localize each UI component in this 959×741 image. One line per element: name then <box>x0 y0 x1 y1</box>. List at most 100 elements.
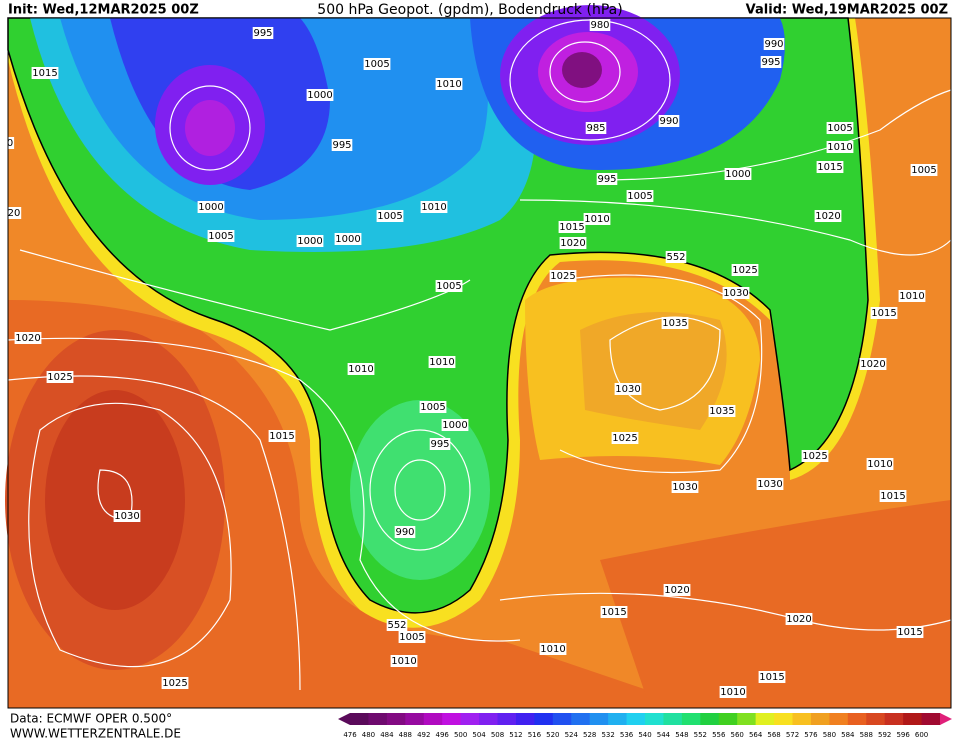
isobar-label: 995 <box>761 57 780 68</box>
isobar-label: 1020 <box>15 333 40 344</box>
isobar <box>7 375 301 691</box>
isobar-label: 1000 <box>725 169 750 180</box>
label-box <box>558 221 586 233</box>
colorbar-label: 556 <box>712 731 726 739</box>
colorbar-label: 484 <box>380 731 394 739</box>
isobar-label: 1010 <box>827 142 852 153</box>
isobar-label: 995 <box>332 140 351 151</box>
isobar-label: 1015 <box>32 68 57 79</box>
isobar-label: 1000 <box>307 90 332 101</box>
isobar-label: 985 <box>586 123 605 134</box>
isobar-label: 1015 <box>817 162 842 173</box>
isobar-label: 1010 <box>584 214 609 225</box>
label-box <box>763 38 785 50</box>
isobar-label: 1030 <box>615 384 640 395</box>
data-source: Data: ECMWF OPER 0.500° <box>10 712 172 726</box>
label-box <box>268 430 296 442</box>
isobar-label: 1020 <box>815 211 840 222</box>
colorbar-label: 540 <box>638 731 651 739</box>
label-box <box>910 164 938 176</box>
isobar <box>19 249 471 331</box>
isobar-label: 1005 <box>827 123 852 134</box>
colorbar-label: 488 <box>399 731 412 739</box>
label-box <box>539 643 567 655</box>
isobar-label: 1010 <box>436 79 461 90</box>
colorbar-label: 592 <box>878 731 891 739</box>
label-box <box>428 356 456 368</box>
colorbar-box <box>608 713 628 725</box>
isobar-label: 1025 <box>47 372 72 383</box>
field-low <box>350 400 490 580</box>
label-box <box>859 358 887 370</box>
field-high-core <box>45 390 185 610</box>
colorbar-label: 572 <box>786 731 799 739</box>
label-box <box>197 201 225 213</box>
website: WWW.WETTERZENTRALE.DE <box>10 727 181 741</box>
label-box <box>661 317 689 329</box>
colorbar-box <box>884 713 904 725</box>
isobar-label: 1005 <box>377 211 402 222</box>
isobar-label: 1010 <box>421 202 446 213</box>
isobar-label: 1005 <box>420 402 445 413</box>
isobar-label: 1030 <box>672 482 697 493</box>
isobar <box>7 337 521 642</box>
colorbar-box <box>405 713 425 725</box>
colorbar-box <box>755 713 775 725</box>
valid-time: Valid: Wed,19MAR2025 00Z <box>746 3 948 18</box>
label-box <box>814 210 842 222</box>
isobar-label: 1000 <box>198 202 223 213</box>
colorbar-label: 500 <box>454 731 467 739</box>
isobar <box>519 199 952 256</box>
label-box <box>600 606 628 618</box>
colorbar-label: 492 <box>417 731 430 739</box>
isobar-label: 20 <box>8 208 21 219</box>
colorbar-box <box>552 713 572 725</box>
colorbar-label: 568 <box>767 731 780 739</box>
colorbar-box <box>368 713 388 725</box>
isobar-label: 1000 <box>442 420 467 431</box>
map-title: 500 hPa Geopot. (gpdm), Bodendruck (hPa) <box>317 2 622 18</box>
label-box <box>398 631 426 643</box>
map-frame <box>7 17 952 709</box>
isobar-label: 1010 <box>899 291 924 302</box>
isobar-label: 1010 <box>720 687 745 698</box>
label-box <box>596 173 618 185</box>
colorbar-box <box>774 713 793 725</box>
isobar-label: 0 <box>7 138 13 149</box>
isobar-label: 1020 <box>786 614 811 625</box>
label-box <box>252 27 274 39</box>
label-box <box>731 264 759 276</box>
label-box <box>207 230 235 242</box>
colorbar-label: 560 <box>731 731 744 739</box>
label-box <box>390 655 418 667</box>
colorbar-label: 508 <box>491 731 504 739</box>
colorbar-box <box>810 713 830 725</box>
colorbar-label: 548 <box>675 731 688 739</box>
field-north-core <box>562 52 602 88</box>
colorbar-box <box>663 713 683 725</box>
colorbar-box <box>442 713 462 725</box>
colorbar-box <box>718 713 738 725</box>
colorbar-box <box>829 713 849 725</box>
isobar-label: 1025 <box>612 433 637 444</box>
label-box <box>785 613 813 625</box>
label-box <box>419 401 447 413</box>
isobar-labels: 995 1015 1005 1010 1000 995 1000 1005 1005 1010 10… <box>5 19 938 698</box>
isobar-label: 552 <box>387 620 406 631</box>
label-box <box>866 458 894 470</box>
field-se <box>600 500 951 708</box>
label-box <box>719 686 747 698</box>
label-box <box>626 190 654 202</box>
colorbar-arrow <box>338 713 350 725</box>
label-box <box>583 213 611 225</box>
colorbar-box <box>866 713 886 725</box>
isobar-label: 1005 <box>208 231 233 242</box>
isobar-label: 990 <box>659 116 678 127</box>
colorbar-box <box>589 713 609 725</box>
isobar-label: 1030 <box>757 479 782 490</box>
colorbar-label: 588 <box>860 731 873 739</box>
label-box <box>14 332 42 344</box>
isobar-label: 1005 <box>627 191 652 202</box>
colorbar-label: 580 <box>823 731 836 739</box>
